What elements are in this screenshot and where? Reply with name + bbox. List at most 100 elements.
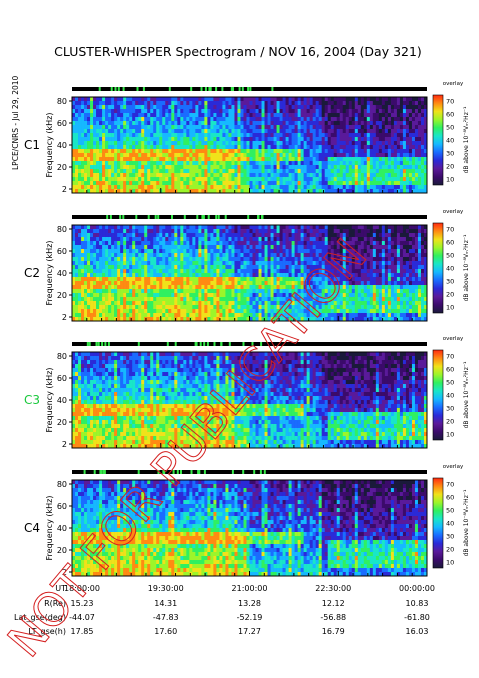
y-tick-label: 60 (57, 374, 67, 383)
time-axis-value: 21:00:00 (232, 584, 268, 593)
telemetry-mark (162, 470, 165, 474)
colorbar-label: dB above 10⁻⁸Vₘ²Hz⁻¹ (463, 361, 470, 428)
colorbar-header: overlay (443, 209, 464, 215)
telemetry-mark (238, 87, 241, 91)
y-tick-label: 2 (62, 440, 67, 449)
y-tick-label: 60 (57, 502, 67, 511)
telemetry-mark (224, 215, 227, 219)
y-axis-label: Frequency (kHz) (45, 241, 54, 306)
telemetry-mark (231, 470, 234, 474)
telemetry-mark (198, 470, 201, 474)
time-axis-value: 15.23 (71, 599, 94, 608)
colorbar-header: overlay (443, 81, 464, 87)
telemetry-mark (202, 215, 205, 219)
telemetry-mark (100, 470, 103, 474)
telemetry-mark (259, 470, 262, 474)
telemetry-mark (166, 342, 169, 346)
telemetry-mark (137, 342, 140, 346)
telemetry-mark (117, 87, 120, 91)
telemetry-mark (241, 87, 244, 91)
telemetry-mark (106, 215, 109, 219)
panel-label: C4 (24, 521, 40, 535)
telemetry-mark (168, 87, 171, 91)
telemetry-mark (215, 215, 218, 219)
y-tick-label: 60 (57, 247, 67, 256)
time-axis-value: 16.03 (406, 627, 429, 636)
time-axis-table: UT R(Re) Lat_gse(deg) LT_gse(h) 18:00:00 15.2… (14, 584, 435, 636)
colorbar-tick-label: 10 (446, 431, 454, 439)
panel-label: C2 (24, 266, 40, 280)
telemetry-mark (95, 342, 98, 346)
colorbar-tick-label: 50 (446, 124, 454, 132)
spectrogram-panel-c2: 80 60 40 20 2 Frequency (kHz) C2 overlay 70 60 50 4… (24, 209, 470, 322)
colorbar-header: overlay (443, 464, 464, 470)
colorbar-tick-label: 70 (446, 226, 454, 234)
telemetry-mark (103, 470, 106, 474)
time-axis-value: 17.27 (238, 627, 261, 636)
time-axis-value: -56.88 (320, 613, 346, 622)
telemetry-mark (107, 342, 110, 346)
colorbar-tick-label: 20 (446, 291, 454, 299)
colorbar-tick-label: 30 (446, 533, 454, 541)
colorbar-tick-label: 10 (446, 176, 454, 184)
spectrogram-panel-c4: 80 60 40 20 2 Frequency (kHz) C4 overlay 70 60 50 4… (24, 464, 470, 577)
telemetry-bar (72, 215, 427, 219)
time-axis-value: 10.83 (406, 599, 429, 608)
panel-label: C1 (24, 138, 40, 152)
telemetry-mark (220, 342, 223, 346)
y-tick-label: 20 (57, 546, 67, 555)
time-axis-value: 22:30:00 (315, 584, 351, 593)
telemetry-mark (249, 87, 252, 91)
telemetry-mark (221, 87, 224, 91)
telemetry-mark (157, 470, 160, 474)
colorbar-tick-label: 40 (446, 265, 454, 273)
time-axis-value: 18:00:00 (64, 584, 100, 593)
telemetry-mark (101, 342, 104, 346)
telemetry-mark (142, 87, 145, 91)
y-tick-label: 40 (57, 524, 67, 533)
telemetry-bar (72, 470, 427, 474)
y-axis-label: Frequency (kHz) (45, 496, 54, 561)
time-axis-value: 16.79 (322, 627, 345, 636)
telemetry-mark (251, 342, 254, 346)
telemetry-mark (109, 215, 112, 219)
y-tick-label: 60 (57, 119, 67, 128)
time-axis-value: 19:30:00 (148, 584, 184, 593)
telemetry-mark (171, 215, 173, 219)
telemetry-bar (72, 342, 427, 346)
telemetry-mark (147, 215, 150, 219)
telemetry-mark (122, 215, 125, 219)
colorbar-tick-label: 20 (446, 546, 454, 554)
y-tick-label: 80 (57, 352, 67, 361)
y-tick-label: 20 (57, 418, 67, 427)
telemetry-mark (180, 470, 182, 474)
y-tick-label: 20 (57, 291, 67, 300)
colorbar-tick-label: 60 (446, 111, 454, 119)
telemetry-mark (122, 87, 125, 91)
telemetry-mark (119, 215, 122, 219)
time-axis-value: -47.83 (153, 613, 179, 622)
telemetry-mark (98, 87, 101, 91)
colorbar-tick-label: 70 (446, 98, 454, 106)
telemetry-mark (209, 87, 212, 91)
telemetry-mark (201, 215, 204, 219)
colorbar-tick-label: 60 (446, 239, 454, 247)
telemetry-mark (207, 215, 210, 219)
time-axis-value: 14.31 (154, 599, 177, 608)
spectrogram-panels: 80 60 40 20 2 Frequency (kHz) C1 overlay 70 60 50 4… (24, 81, 470, 577)
colorbar-tick-label: 70 (446, 481, 454, 489)
telemetry-mark (154, 215, 157, 219)
heatmap (72, 225, 428, 322)
colorbar-tick-label: 40 (446, 520, 454, 528)
colorbar-tick-label: 30 (446, 405, 454, 413)
telemetry-mark (197, 470, 200, 474)
telemetry-mark (83, 470, 86, 474)
telemetry-mark (242, 470, 245, 474)
colorbar-tick-label: 30 (446, 278, 454, 286)
colorbar-tick-label: 60 (446, 366, 454, 374)
heatmap (72, 480, 428, 577)
telemetry-mark (253, 470, 256, 474)
telemetry-mark (208, 87, 211, 91)
telemetry-mark (217, 215, 220, 219)
